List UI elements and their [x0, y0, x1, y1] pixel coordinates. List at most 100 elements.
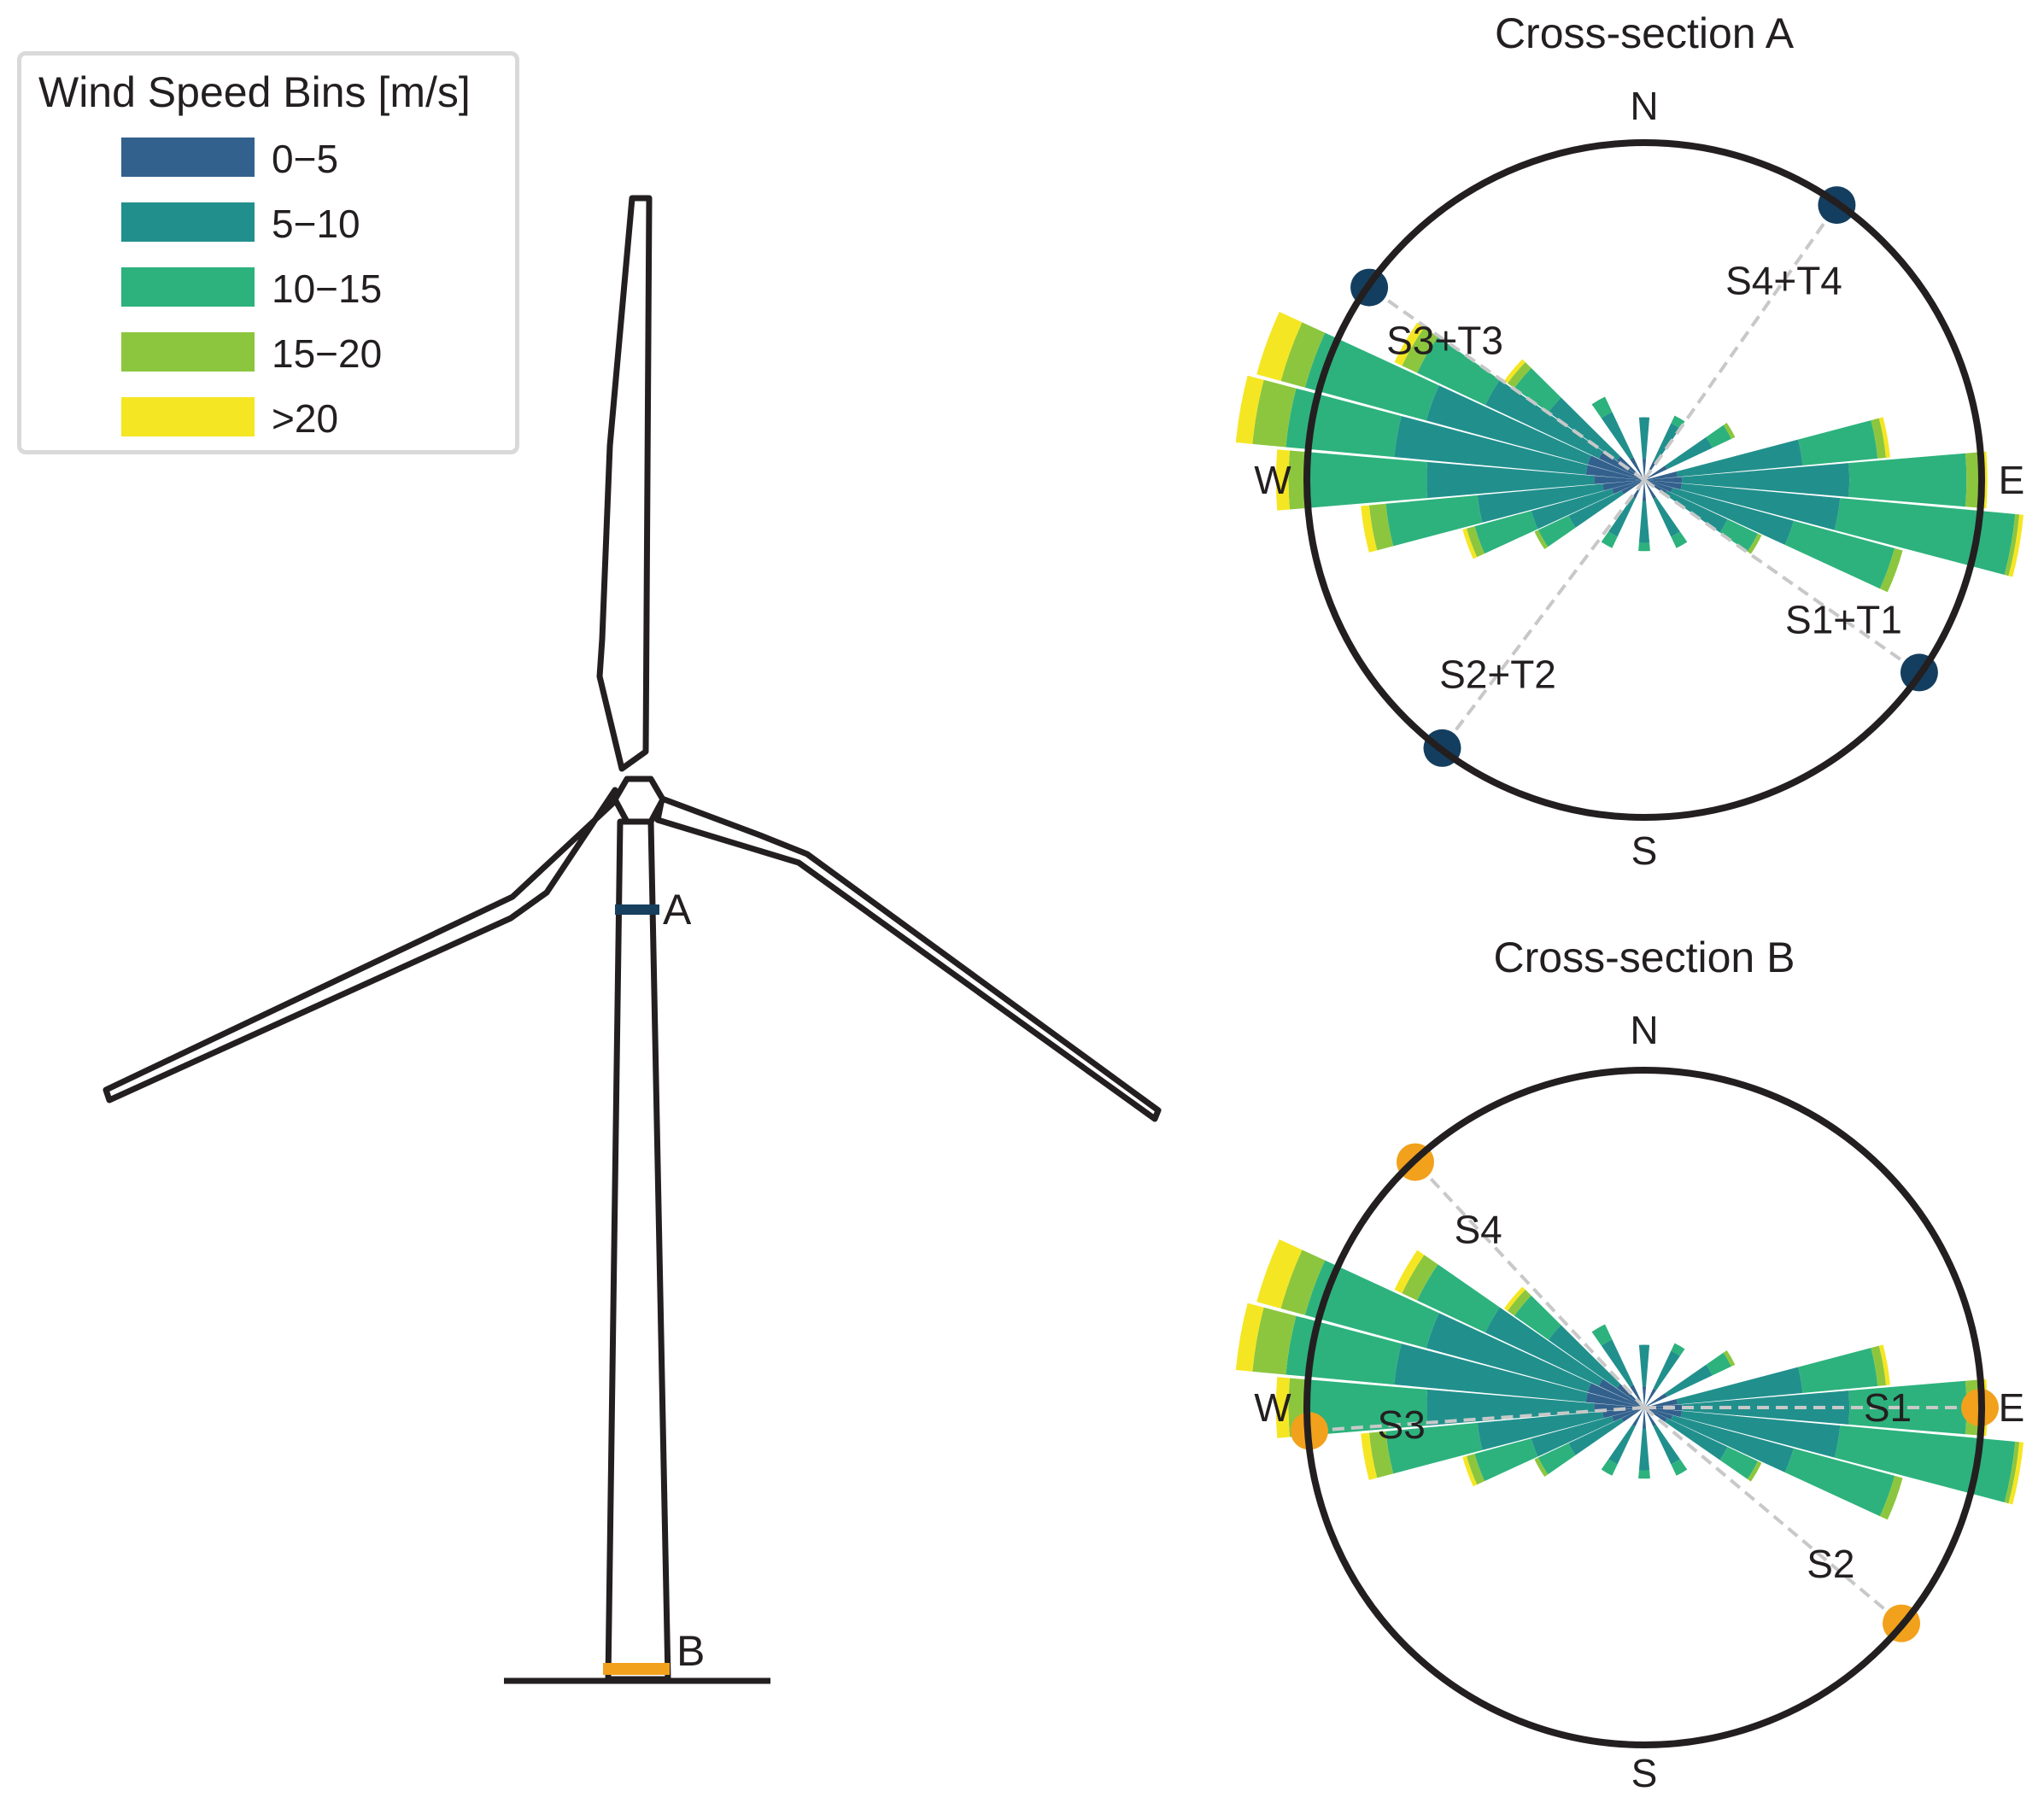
rose-b-petal-310-bin-4 [1503, 1286, 1526, 1311]
rose-b-petal-280-bin-1 [1394, 1343, 1588, 1402]
rose-a-petal-120-bin-1 [1665, 490, 1728, 533]
rose-a-petal-310-bin-1 [1548, 397, 1621, 461]
rose-a-petal-100-bin-0 [1644, 480, 1682, 490]
rose-b-petal-300-bin-2 [1417, 1264, 1500, 1333]
rose-b-petal-60-bin-0 [1644, 1393, 1667, 1408]
rose-a-petal-250-bin-2 [1474, 511, 1538, 554]
rose-a-petal-300-bin-3 [1402, 327, 1438, 373]
rose-b-petal-110-bin-0 [1644, 1408, 1673, 1420]
rose-a-petal-250-bin-4 [1462, 528, 1478, 559]
wind-rose-cross-section-b: Cross-section B S1 S2 S3 S4 N E S W [1235, 934, 2024, 1795]
rose-a-petal-280-bin-1 [1394, 416, 1588, 475]
legend-swatch [121, 397, 255, 436]
rose-a-petal-250-bin-1 [1531, 489, 1614, 530]
legend-swatch [121, 202, 255, 242]
rose-b-petal-310-bin-3 [1507, 1290, 1532, 1316]
rose-a-petal-260-bin-1 [1477, 483, 1604, 523]
rose-a-petal-300-bin-2 [1417, 337, 1500, 406]
rose-b-petal-180-bin-1 [1638, 1428, 1650, 1471]
rose-b-petal-150-bin-2 [1671, 1459, 1688, 1476]
rose-b-petal-120-bin-2 [1719, 1446, 1758, 1479]
rose-a-petal-260-bin-4 [1361, 505, 1378, 553]
rose-b-petal-120-bin-1 [1665, 1418, 1728, 1461]
rose-a-petal-110-bin-3 [1879, 547, 1903, 593]
rose-a-petal-30-bin-1 [1653, 423, 1680, 463]
rose-a-petal-90-bin-2 [1848, 453, 1967, 507]
rose-b-petal-280-bin-0 [1585, 1392, 1644, 1408]
rose-a-petal-240-bin-3 [1534, 530, 1549, 549]
rose-b-petal-180-bin-0 [1642, 1408, 1647, 1429]
rose-a-petal-90-bin-1 [1681, 463, 1850, 497]
rose-a-petal-80-bin-2 [1798, 420, 1878, 465]
rose-a-petal-330-bin-0 [1630, 457, 1644, 480]
wind-turbine [102, 195, 1162, 1684]
rose-b-outline [1303, 1067, 1985, 1748]
legend-label: 5−10 [272, 202, 360, 246]
rose-a-petals [1235, 312, 2024, 593]
rose-b-petal-240-bin-1 [1568, 1418, 1624, 1455]
rose-b-title: Cross-section B [1494, 934, 1795, 981]
rose-b-petal-290-bin-4 [1256, 1239, 1303, 1309]
rose-b-petal-300-bin-3 [1402, 1255, 1438, 1301]
tower [605, 818, 671, 1683]
rose-a-petal-120-bin-3 [1747, 533, 1762, 554]
rose-b-petal-300-bin-4 [1394, 1250, 1425, 1294]
rose-b-petal-270-bin-2 [1309, 1379, 1428, 1436]
sensor-label: S1 [1864, 1385, 1912, 1430]
rose-b-petal-280-bin-3 [1252, 1307, 1297, 1375]
rose-a-petal-250-bin-0 [1612, 480, 1644, 495]
rose-a-petal-180-bin-2 [1638, 542, 1650, 552]
marker-a-label: A [663, 886, 692, 934]
blade-up [596, 195, 653, 772]
rose-a-petal-300-bin-1 [1485, 379, 1603, 459]
rose-b-petal-290-bin-2 [1304, 1260, 1439, 1349]
rose-a-compass-s: S [1631, 828, 1658, 873]
rose-b-petal-290-bin-1 [1426, 1313, 1591, 1392]
legend-label: 0−5 [272, 137, 339, 181]
rose-b-petal-210-bin-0 [1632, 1408, 1644, 1427]
rose-b-petal-250-bin-4 [1462, 1455, 1478, 1487]
rose-a-petal-290-bin-2 [1304, 332, 1439, 421]
rose-a-petal-180-bin-0 [1642, 480, 1647, 501]
rose-a-compass-n: N [1630, 84, 1658, 128]
legend-label: 15−20 [272, 331, 383, 376]
rose-a-petal-180-bin-1 [1638, 501, 1650, 543]
rose-a-petal-290-bin-4 [1256, 312, 1303, 382]
rose-a-sensors: S1+T1 S2+T2 S3+T3 S4+T4 [1350, 186, 1938, 767]
rose-b-petal-240-bin-0 [1621, 1408, 1644, 1422]
rose-b-petal-210-bin-2 [1601, 1459, 1618, 1476]
rose-a-petal-120-bin-2 [1719, 518, 1758, 552]
rose-b-petal-260-bin-2 [1385, 1422, 1483, 1474]
rose-a-petal-260-bin-0 [1602, 480, 1644, 491]
rose-a-petal-110-bin-1 [1671, 488, 1794, 545]
rose-a-outline [1303, 139, 1985, 821]
rose-a-petal-150-bin-1 [1653, 497, 1680, 537]
rose-a-title: Cross-section A [1495, 9, 1795, 57]
rose-a-petal-80-bin-1 [1676, 439, 1803, 477]
rose-b-petal-60-bin-3 [1723, 1349, 1736, 1367]
rose-b-petal-110-bin-2 [1784, 1448, 1895, 1517]
rose-b-petal-280-bin-4 [1235, 1302, 1264, 1372]
rose-a-petal-100-bin-3 [2004, 513, 2020, 577]
rose-b-petal-260-bin-3 [1368, 1431, 1394, 1478]
rose-a-petal-280-bin-0 [1585, 465, 1644, 480]
sensor-label: S3 [1378, 1402, 1426, 1447]
legend-label: 10−15 [272, 266, 383, 311]
legend-swatch [121, 332, 255, 372]
rose-a-petal-330-bin-1 [1601, 412, 1634, 460]
rose-b-petal-240-bin-3 [1534, 1457, 1549, 1477]
rose-b-petals [1235, 1239, 2024, 1520]
rose-a-petal-260-bin-3 [1368, 503, 1394, 551]
rose-b-petal-80-bin-3 [1871, 1345, 1887, 1386]
sensor-label: S1+T1 [1785, 597, 1902, 641]
sensor-label: S2 [1807, 1542, 1854, 1586]
rose-a-petal-210-bin-1 [1608, 497, 1636, 537]
rose-a-petal-80-bin-3 [1871, 418, 1887, 459]
rose-a-petal-240-bin-1 [1568, 490, 1624, 528]
rose-b-petal-110-bin-1 [1671, 1415, 1794, 1472]
rose-a-petal-300-bin-4 [1394, 322, 1425, 366]
rose-a-compass-e: E [1999, 458, 2025, 502]
rose-a-petal-110-bin-2 [1784, 520, 1895, 589]
sensor-label: S3+T3 [1386, 319, 1503, 363]
